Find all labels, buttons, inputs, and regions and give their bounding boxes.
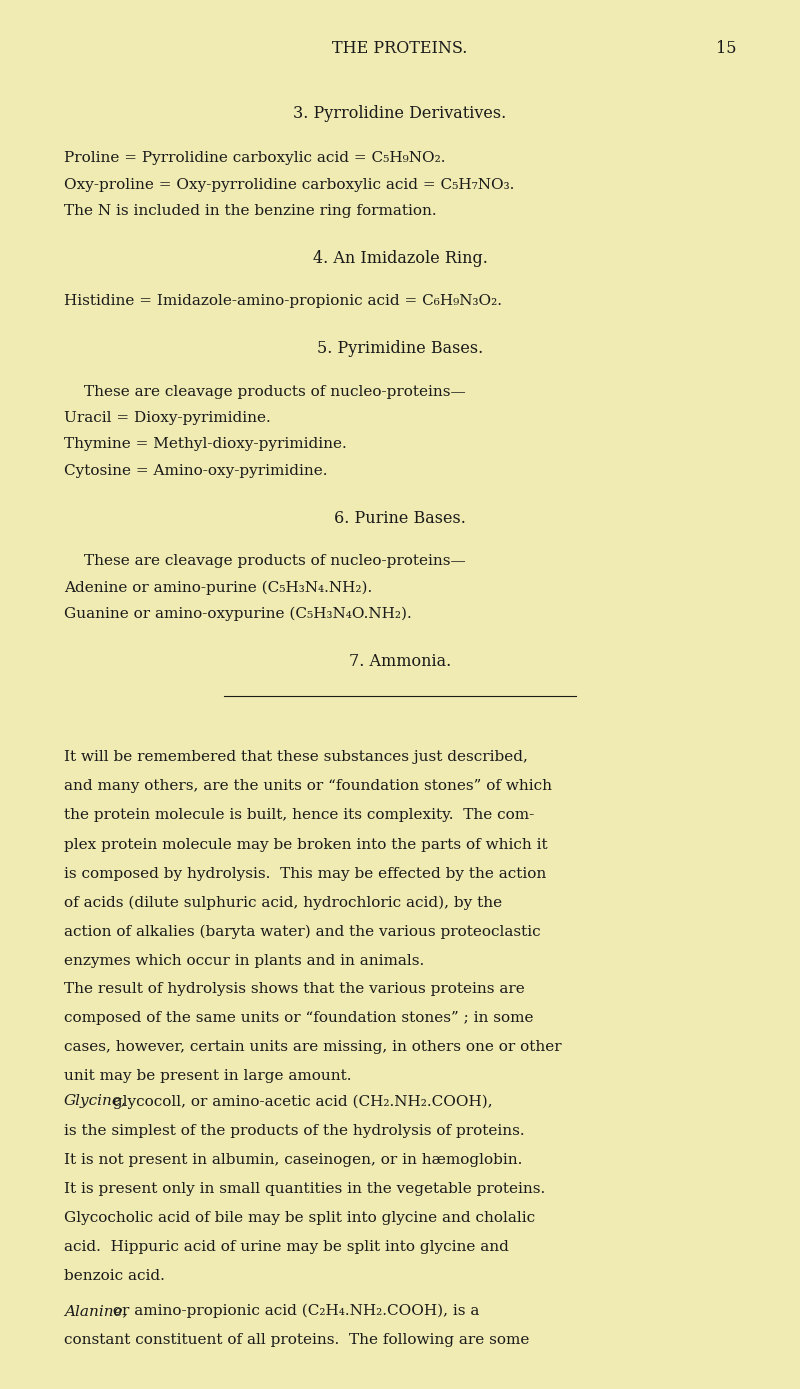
Text: 4. An Imidazole Ring.: 4. An Imidazole Ring.: [313, 250, 487, 267]
Text: These are cleavage products of nucleo-proteins—: These are cleavage products of nucleo-pr…: [84, 385, 466, 399]
Text: These are cleavage products of nucleo-proteins—: These are cleavage products of nucleo-pr…: [84, 554, 466, 568]
Text: and many others, are the units or “foundation stones” of which: and many others, are the units or “found…: [64, 779, 552, 793]
Text: 7. Ammonia.: 7. Ammonia.: [349, 653, 451, 669]
Text: unit may be present in large amount.: unit may be present in large amount.: [64, 1070, 351, 1083]
Text: Proline = Pyrrolidine carboxylic acid = C₅H₉NO₂.: Proline = Pyrrolidine carboxylic acid = …: [64, 151, 446, 165]
Text: The N is included in the benzine ring formation.: The N is included in the benzine ring fo…: [64, 204, 437, 218]
Text: Oxy-proline = Oxy-pyrrolidine carboxylic acid = C₅H₇NO₃.: Oxy-proline = Oxy-pyrrolidine carboxylic…: [64, 178, 514, 192]
Text: THE PROTEINS.: THE PROTEINS.: [332, 40, 468, 57]
Text: enzymes which occur in plants and in animals.: enzymes which occur in plants and in ani…: [64, 954, 424, 968]
Text: 3. Pyrrolidine Derivatives.: 3. Pyrrolidine Derivatives.: [294, 106, 506, 122]
Text: 15: 15: [715, 40, 736, 57]
Text: is composed by hydrolysis.  This may be effected by the action: is composed by hydrolysis. This may be e…: [64, 867, 546, 881]
Text: 5. Pyrimidine Bases.: 5. Pyrimidine Bases.: [317, 340, 483, 357]
Text: It will be remembered that these substances just described,: It will be remembered that these substan…: [64, 750, 528, 764]
Text: Glycine,: Glycine,: [64, 1095, 126, 1108]
Text: Uracil = Dioxy-pyrimidine.: Uracil = Dioxy-pyrimidine.: [64, 411, 270, 425]
Text: Cytosine = Amino-oxy-pyrimidine.: Cytosine = Amino-oxy-pyrimidine.: [64, 464, 327, 478]
Text: 6. Purine Bases.: 6. Purine Bases.: [334, 510, 466, 526]
Text: glycocoll, or amino-acetic acid (CH₂.NH₂.COOH),: glycocoll, or amino-acetic acid (CH₂.NH₂…: [107, 1095, 492, 1108]
Text: Thymine = Methyl-dioxy-pyrimidine.: Thymine = Methyl-dioxy-pyrimidine.: [64, 438, 346, 451]
Text: of acids (dilute sulphuric acid, hydrochloric acid), by the: of acids (dilute sulphuric acid, hydroch…: [64, 896, 502, 910]
Text: or amino-propionic acid (C₂H₄.NH₂.COOH), is a: or amino-propionic acid (C₂H₄.NH₂.COOH),…: [107, 1304, 479, 1318]
Text: Alanine,: Alanine,: [64, 1304, 127, 1318]
Text: The result of hydrolysis shows that the various proteins are: The result of hydrolysis shows that the …: [64, 982, 525, 996]
Text: It is not present in albumin, caseinogen, or in hæmoglobin.: It is not present in albumin, caseinogen…: [64, 1153, 522, 1167]
Text: constant constituent of all proteins.  The following are some: constant constituent of all proteins. Th…: [64, 1333, 530, 1347]
Text: cases, however, certain units are missing, in others one or other: cases, however, certain units are missin…: [64, 1040, 562, 1054]
Text: plex protein molecule may be broken into the parts of which it: plex protein molecule may be broken into…: [64, 838, 548, 851]
Text: Adenine or amino-purine (C₅H₃N₄.NH₂).: Adenine or amino-purine (C₅H₃N₄.NH₂).: [64, 581, 372, 594]
Text: composed of the same units or “foundation stones” ; in some: composed of the same units or “foundatio…: [64, 1011, 534, 1025]
Text: is the simplest of the products of the hydrolysis of proteins.: is the simplest of the products of the h…: [64, 1124, 525, 1138]
Text: action of alkalies (baryta water) and the various proteoclastic: action of alkalies (baryta water) and th…: [64, 925, 541, 939]
Text: It is present only in small quantities in the vegetable proteins.: It is present only in small quantities i…: [64, 1182, 546, 1196]
Text: Glycocholic acid of bile may be split into glycine and cholalic: Glycocholic acid of bile may be split in…: [64, 1211, 535, 1225]
Text: Guanine or amino-oxypurine (C₅H₃N₄O.NH₂).: Guanine or amino-oxypurine (C₅H₃N₄O.NH₂)…: [64, 607, 412, 621]
Text: the protein molecule is built, hence its complexity.  The com-: the protein molecule is built, hence its…: [64, 808, 534, 822]
Text: Histidine = Imidazole-amino-propionic acid = C₆H₉N₃O₂.: Histidine = Imidazole-amino-propionic ac…: [64, 294, 502, 308]
Text: acid.  Hippuric acid of urine may be split into glycine and: acid. Hippuric acid of urine may be spli…: [64, 1240, 509, 1254]
Text: benzoic acid.: benzoic acid.: [64, 1270, 165, 1283]
